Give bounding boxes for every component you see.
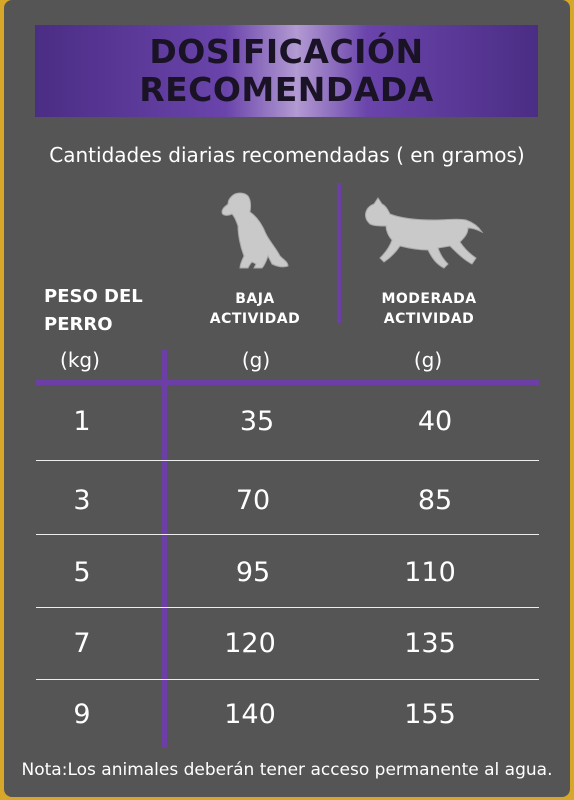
cell-moderate: 40 — [417, 406, 453, 437]
row-divider — [36, 534, 539, 535]
header-weight: PESO DEL PERRO — [44, 283, 174, 339]
cell-weight: 3 — [73, 485, 91, 516]
dosage-card — [4, 0, 570, 797]
cell-low: 35 — [239, 406, 275, 437]
title-banner: DOSIFICACIÓN RECOMENDADA — [35, 25, 538, 117]
cell-weight: 1 — [73, 406, 91, 437]
header-weight-line-1: PESO DEL — [44, 286, 143, 307]
unit-weight: (kg) — [60, 348, 100, 372]
cell-low: 140 — [224, 699, 276, 730]
cell-weight: 7 — [73, 628, 91, 659]
cell-weight: 9 — [73, 699, 91, 730]
header-low-line-2: ACTIVIDAD — [209, 311, 301, 327]
cell-moderate: 135 — [404, 628, 456, 659]
row-divider — [36, 679, 539, 680]
sitting-dog-icon — [221, 192, 289, 269]
running-dog-icon — [365, 197, 484, 269]
cell-moderate: 110 — [404, 557, 456, 588]
cell-weight: 5 — [73, 557, 91, 588]
subtitle: Cantidades diarias recomendadas ( en gra… — [49, 143, 525, 167]
cell-low: 70 — [235, 485, 271, 516]
header-moderate-activity: MODERADA ACTIVIDAD — [362, 289, 496, 329]
unit-moderate: (g) — [413, 348, 443, 372]
cell-low: 120 — [224, 628, 276, 659]
header-divider — [337, 183, 341, 323]
cell-moderate: 155 — [404, 699, 456, 730]
title-line-1: DOSIFICACIÓN — [149, 32, 424, 71]
title-line-2: RECOMENDADA — [139, 70, 434, 109]
footnote: Nota:Los animales deberán tener acceso p… — [21, 760, 553, 780]
header-separator — [36, 380, 539, 385]
row-divider — [36, 460, 539, 461]
header-low-line-1: BAJA — [235, 291, 275, 307]
cell-moderate: 85 — [417, 485, 453, 516]
column-divider — [162, 350, 167, 748]
cell-low: 95 — [235, 557, 271, 588]
row-divider — [36, 607, 539, 608]
unit-low: (g) — [241, 348, 271, 372]
header-weight-line-2: PERRO — [44, 314, 113, 335]
header-moderate-line-1: MODERADA — [381, 291, 477, 307]
header-moderate-line-2: ACTIVIDAD — [383, 311, 475, 327]
header-low-activity: BAJA ACTIVIDAD — [200, 289, 310, 329]
